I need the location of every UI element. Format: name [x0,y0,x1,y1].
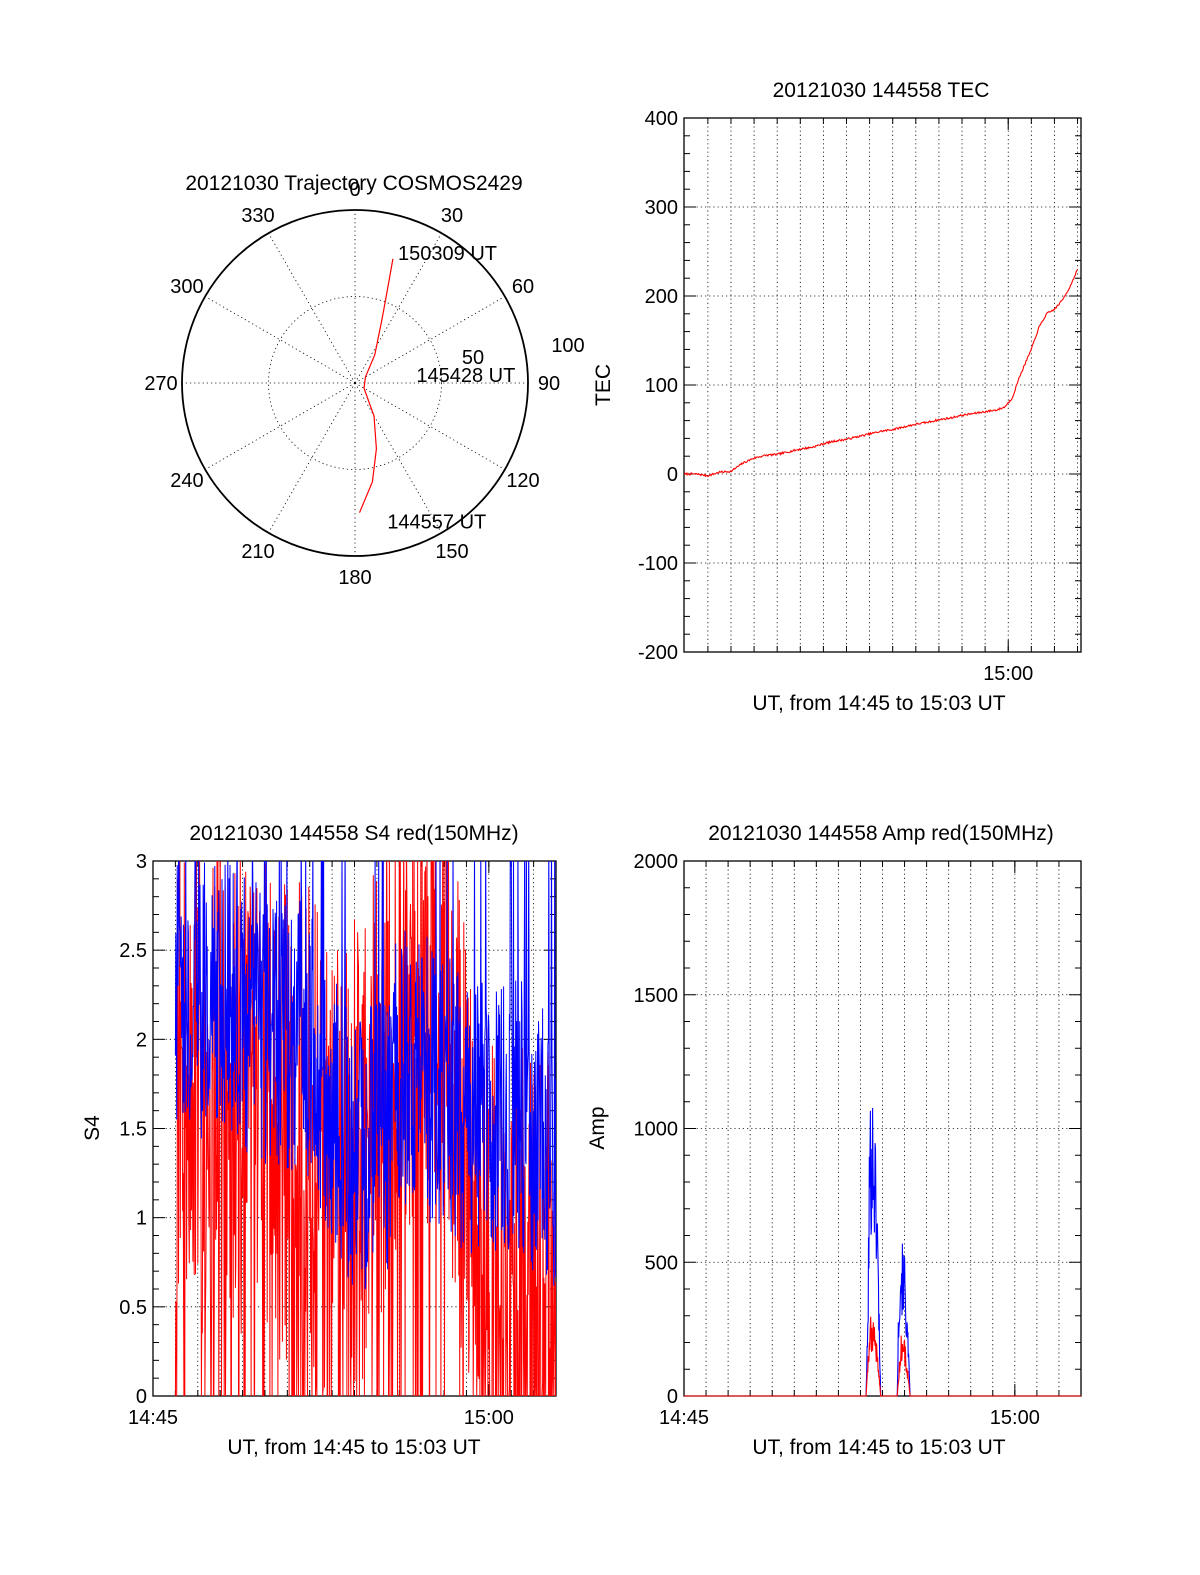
s4-panel: 20121030 144558 S4 red(150MHz) UT, from … [81,822,557,1459]
amp-title: 20121030 144558 Amp red(150MHz) [708,822,1054,845]
s4-ytick-label: 0.5 [119,1297,147,1319]
amp-ytick-label: 500 [645,1252,678,1274]
s4-ytick-label: 3 [136,851,147,873]
s4-xtick-label: 15:00 [464,1407,514,1429]
polar-azimuth-label: 330 [241,205,274,227]
amp-ytick-label: 2000 [634,851,679,873]
s4-ytick-label: 2.5 [119,940,147,962]
s4-ytick-label: 0 [136,1386,147,1408]
trajectory-panel: 20121030 Trajectory COSMOS2429 0 30 60 90 12… [144,172,584,589]
amp-ylabel: Amp [586,1106,609,1149]
polar-azimuth-label: 150 [435,541,468,563]
tec-ytick-label: 0 [667,464,678,486]
tec-ytick-label: 300 [645,197,678,219]
tec-xlabel: UT, from 14:45 to 15:03 UT [752,692,1005,715]
polar-azimuth-label: 90 [538,373,560,395]
tec-panel: 20121030 144558 TEC UT, from 14:45 to 15… [592,79,1082,715]
amp-panel: 20121030 144558 Amp red(150MHz) UT, from… [586,822,1082,1459]
tec-plot-frame [683,117,1082,653]
amp-xtick-label: 14:45 [659,1407,709,1429]
polar-azimuth-label: 270 [144,373,177,395]
trajectory-title: 20121030 Trajectory COSMOS2429 [185,172,522,195]
polar-azimuth-label: 30 [441,205,463,227]
polar-azimuth-label: 210 [241,541,274,563]
tec-ytick-label: -100 [638,553,678,575]
s4-ytick-label: 1.5 [119,1119,147,1141]
polar-azimuth-label: 240 [170,470,203,492]
s4-ylabel: S4 [81,1115,104,1141]
amp-series-line [684,1316,1081,1397]
amp-ytick-label: 0 [667,1386,678,1408]
polar-spoke [204,296,356,384]
tec-title: 20121030 144558 TEC [773,79,990,102]
s4-ytick-label: 1 [136,1208,147,1230]
amp-ytick-label: 1500 [634,985,679,1007]
trajectory-annotation: 150309 UT [398,243,497,265]
polar-ring-label: 100 [551,335,584,357]
trajectory-annotation: 145428 UT [416,365,515,387]
polar-azimuth-label: 120 [506,470,539,492]
s4-xtick-label: 14:45 [128,1407,178,1429]
trajectory-line [358,258,394,513]
trajectory-annotation: 144557 UT [387,512,486,534]
tec-xtick-label: 15:00 [983,663,1033,685]
tec-ytick-label: -200 [638,642,678,664]
tec-ytick-label: 100 [645,375,678,397]
tec-ytick-label: 400 [645,108,678,130]
amp-xtick-label: 15:00 [990,1407,1040,1429]
tec-ytick-label: 200 [645,286,678,308]
polar-azimuth-label: 60 [512,276,534,298]
polar-ring-label: 50 [462,347,484,369]
polar-azimuth-label: 0 [349,179,360,201]
tec-series-line [684,269,1078,478]
polar-spoke [354,382,506,470]
s4-title: 20121030 144558 S4 red(150MHz) [189,822,518,845]
amp-ytick-label: 1000 [634,1119,679,1141]
amp-xlabel: UT, from 14:45 to 15:03 UT [752,1436,1005,1459]
polar-spoke [354,382,442,534]
polar-azimuth-label: 180 [338,567,371,589]
polar-azimuth-label: 300 [170,276,203,298]
polar-inner-ring [268,296,442,470]
tec-ylabel: TEC [592,364,615,406]
polar-spoke [204,382,356,470]
s4-xlabel: UT, from 14:45 to 15:03 UT [227,1436,480,1459]
s4-ytick-label: 2 [136,1029,147,1051]
s4-series-line [174,861,556,1290]
